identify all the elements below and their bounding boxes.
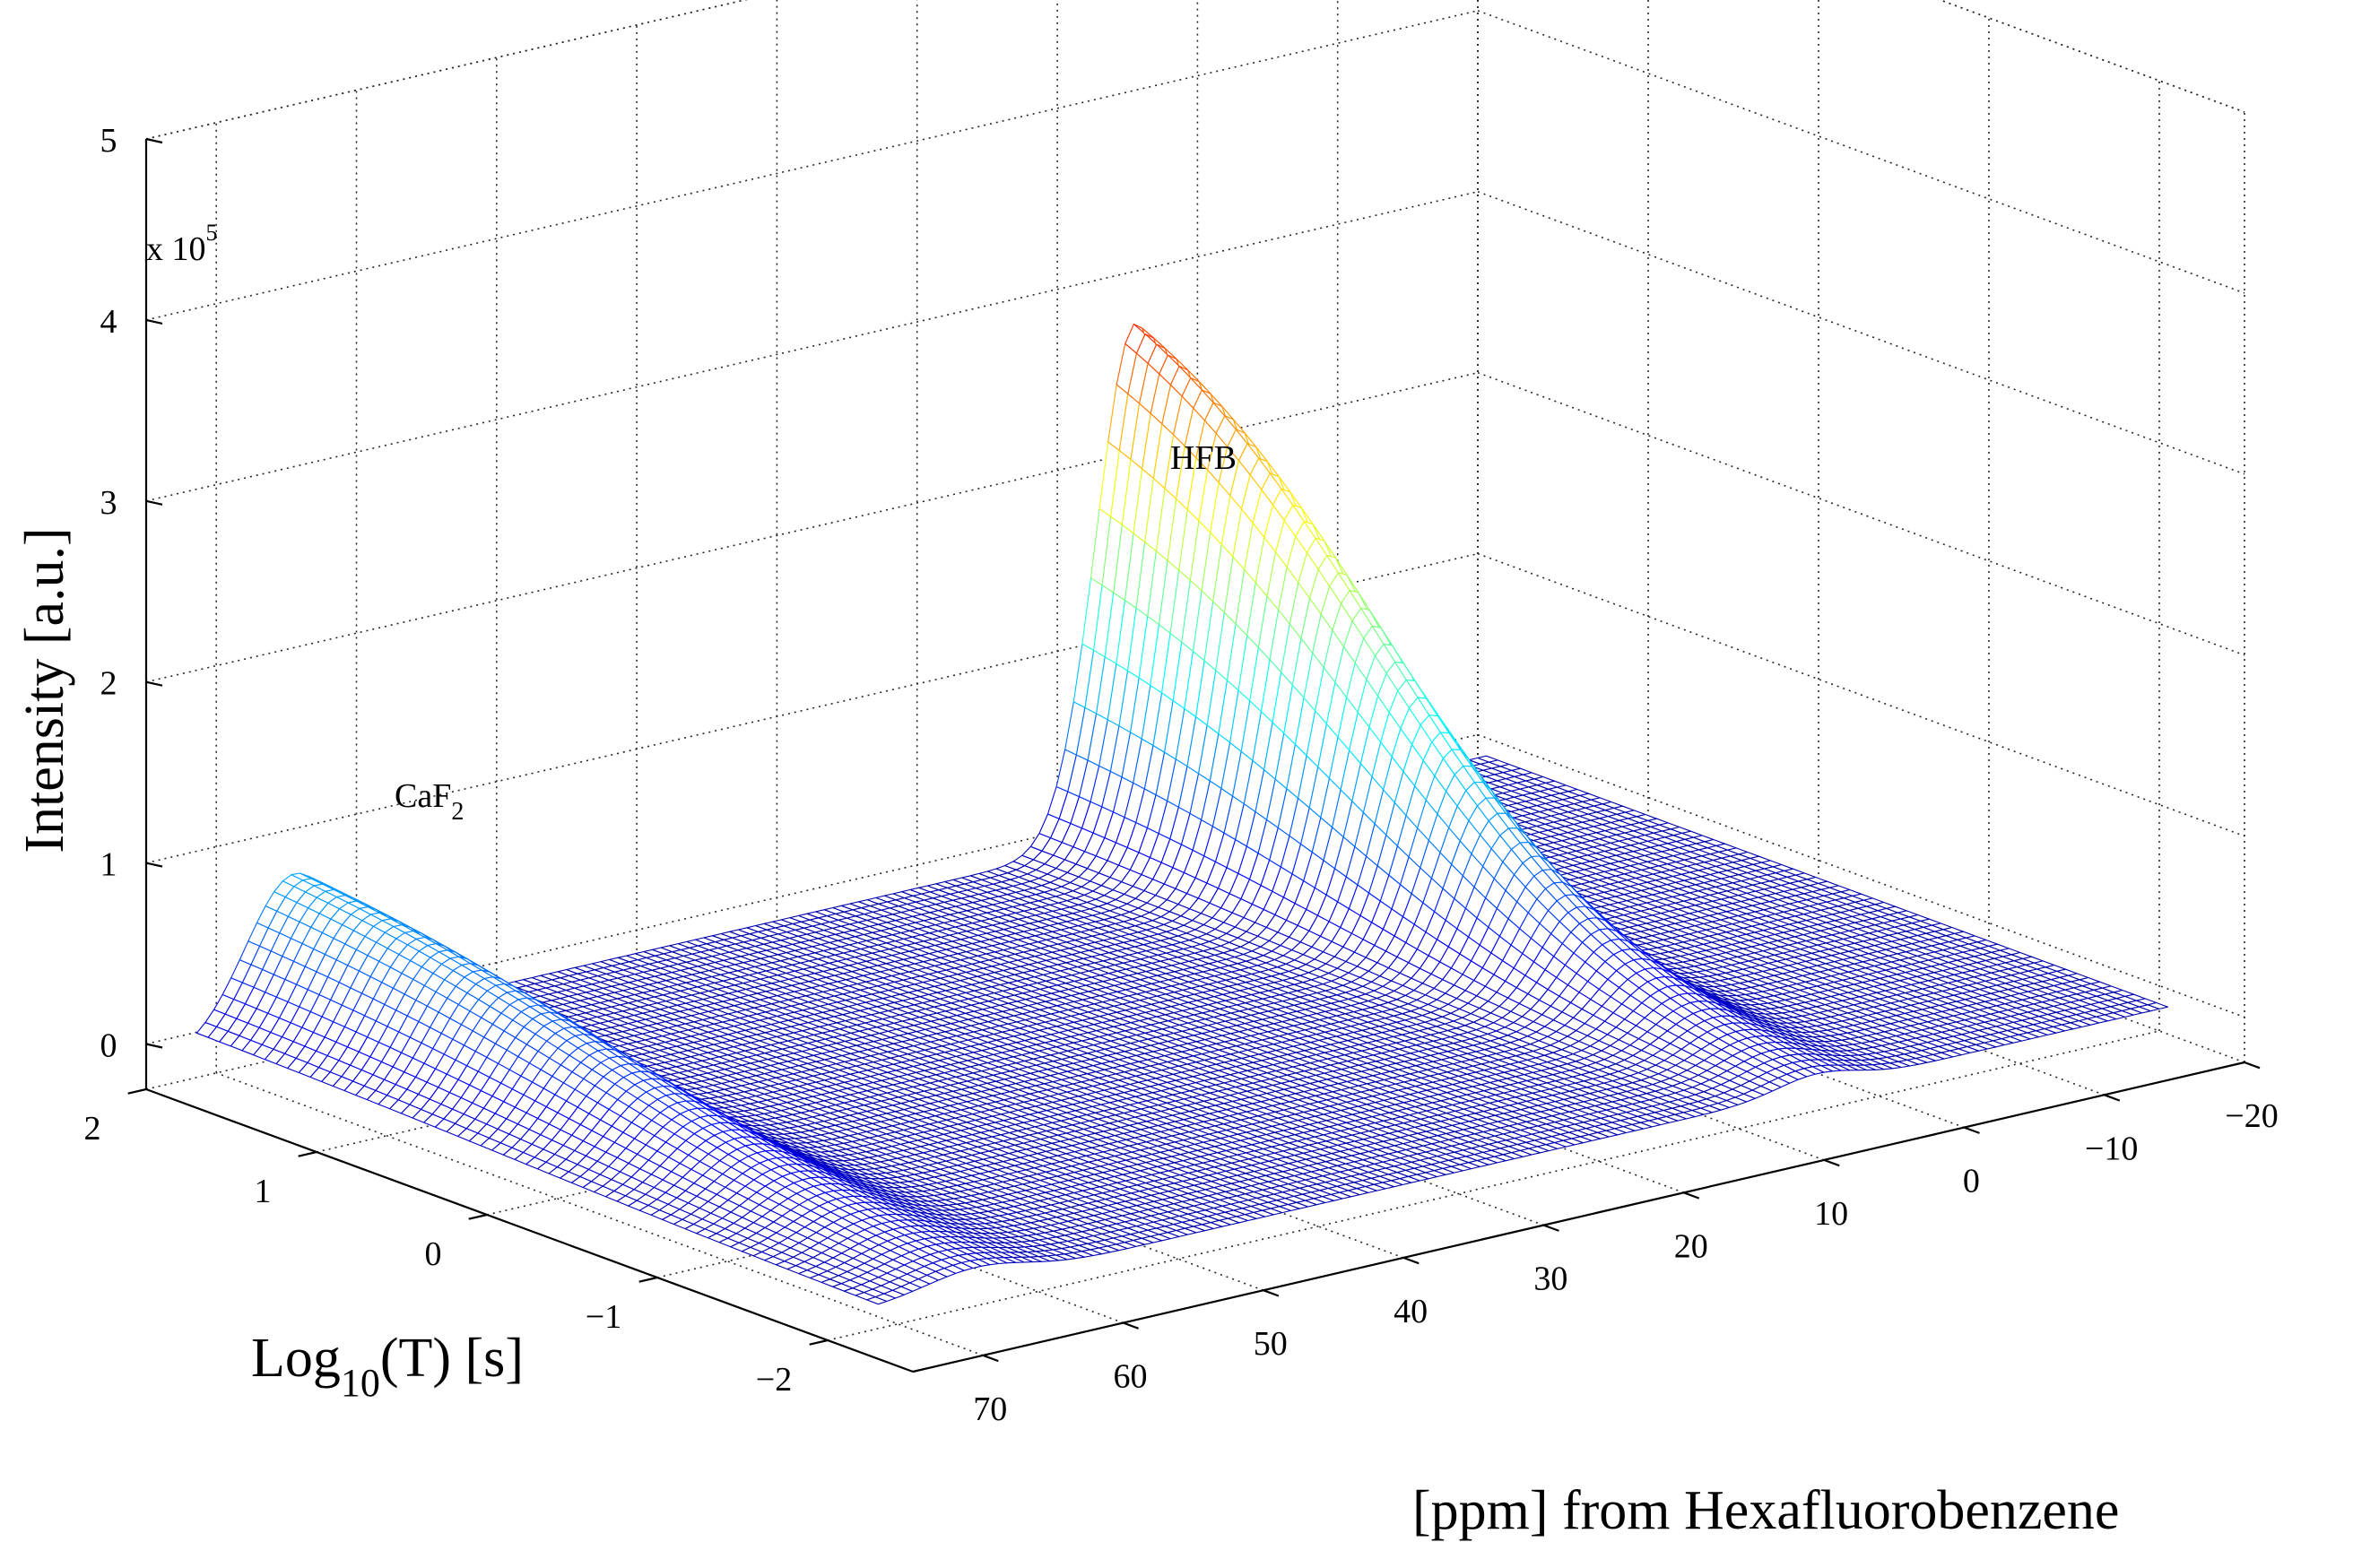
z-tick-mark-3 <box>146 501 162 505</box>
z-tick-mark-1 <box>146 863 162 867</box>
y-tick-label-3: −1 <box>586 1298 621 1336</box>
x-tick-mark-7 <box>1964 1128 1979 1133</box>
x-tick-label-1: 60 <box>1114 1358 1148 1396</box>
z-tick-mark-4 <box>146 320 162 324</box>
x-tick-mark-9 <box>2244 1062 2260 1068</box>
x-tick-label-9: −20 <box>2225 1097 2278 1135</box>
y-tick-mark-0 <box>128 1089 146 1094</box>
grid-z-side-5 <box>1478 0 2244 112</box>
grid-edge-top-back <box>146 0 1478 139</box>
z-tick-label-0: 0 <box>100 1027 117 1065</box>
z-tick-label-1: 1 <box>100 846 117 884</box>
y-tick-mark-4 <box>810 1340 828 1345</box>
grid-z-side-3 <box>1478 192 2244 474</box>
x-tick-label-6: 10 <box>1814 1195 1848 1233</box>
x-tick-label-2: 50 <box>1254 1325 1288 1363</box>
x-tick-mark-4 <box>1543 1226 1559 1231</box>
grid-edge-top-side <box>1478 0 2244 112</box>
x-tick-mark-5 <box>1684 1192 1699 1198</box>
y-tick-mark-3 <box>639 1278 657 1282</box>
x-tick-mark-6 <box>1824 1160 1839 1165</box>
grid-z-side-2 <box>1478 373 2244 655</box>
grid-z-side-1 <box>1478 554 2244 836</box>
x-tick-label-4: 30 <box>1533 1260 1567 1298</box>
grid-z-side-4 <box>1478 11 2244 293</box>
x-tick-label-7: 0 <box>1963 1163 1980 1200</box>
z-tick-mark-5 <box>146 139 162 143</box>
x-tick-mark-8 <box>2105 1095 2120 1100</box>
y-tick-mark-2 <box>469 1215 487 1219</box>
grid-z-back-3 <box>146 192 1478 501</box>
z-tick-label-3: 3 <box>100 484 117 522</box>
y-tick-label-1: 1 <box>255 1173 272 1210</box>
y-tick-label-2: 0 <box>425 1235 442 1273</box>
z-tick-label-5: 5 <box>100 122 117 160</box>
z-tick-label-2: 2 <box>100 665 117 703</box>
x-tick-label-3: 40 <box>1394 1293 1428 1330</box>
x-tick-mark-2 <box>1263 1290 1279 1295</box>
x-tick-label-8: −10 <box>2085 1130 2138 1167</box>
x-tick-label-5: 20 <box>1674 1227 1708 1265</box>
z-tick-mark-0 <box>146 1044 162 1048</box>
y-tick-label-4: −2 <box>756 1361 792 1399</box>
x-tick-mark-1 <box>1124 1323 1139 1329</box>
y-tick-label-0: 2 <box>84 1110 101 1148</box>
x-tick-label-0: 70 <box>973 1390 1007 1428</box>
y-tick-mark-1 <box>299 1152 317 1157</box>
z-tick-label-4: 4 <box>100 303 117 341</box>
grid-z-back-4 <box>146 11 1478 320</box>
z-tick-mark-2 <box>146 682 162 686</box>
grid-z-back-5 <box>146 0 1478 139</box>
x-tick-mark-3 <box>1403 1258 1419 1263</box>
x-tick-mark-0 <box>983 1356 998 1361</box>
